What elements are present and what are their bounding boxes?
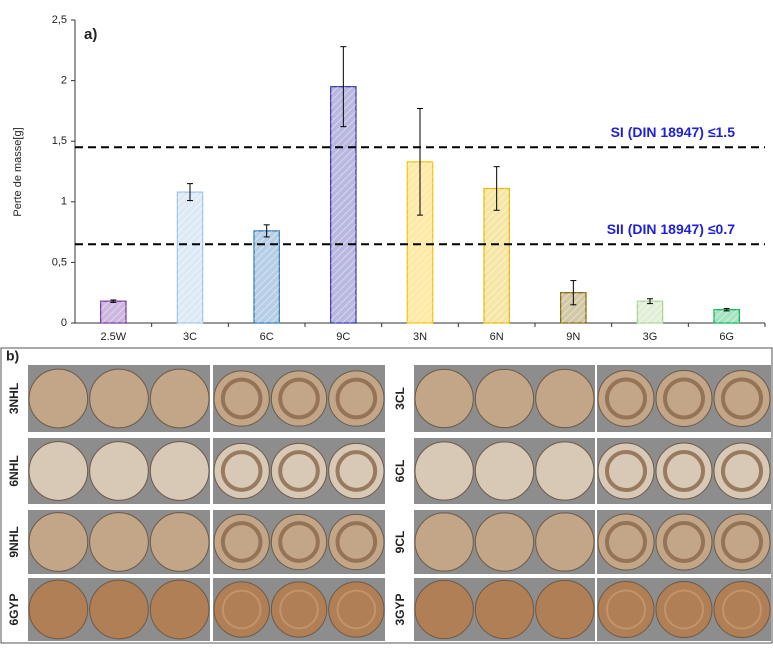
sample-disc [150, 513, 209, 572]
bar-hatch [177, 192, 202, 323]
photo-label: 3NHL [7, 383, 21, 414]
sample-disc [90, 513, 149, 572]
sample-disc [475, 442, 533, 500]
bar-hatch [101, 301, 126, 323]
sample-disc [90, 369, 149, 428]
sample-disc [536, 442, 594, 500]
x-tick-label: 6C [260, 331, 274, 343]
photo-label: 9NHL [7, 526, 21, 557]
x-tick-label: 2.5W [100, 331, 126, 343]
reference-label: SII (DIN 18947) ≤0.7 [607, 221, 736, 237]
sample-disc [29, 580, 88, 639]
y-tick-label: 0 [61, 317, 67, 329]
sample-disc [415, 580, 473, 638]
panel-label: a) [84, 26, 97, 43]
y-tick-label: 0,5 [52, 256, 67, 268]
sample-disc [29, 369, 88, 428]
photo-label: 6GYP [7, 593, 21, 625]
panel-label: b) [6, 348, 19, 364]
y-tick-label: 1 [61, 196, 67, 208]
sample-disc [536, 580, 594, 638]
sample-disc [90, 442, 149, 501]
figure: a) Perte de masse[g] b) 0 0,5 1 1,5 2 2,5 2.5W… [0, 0, 773, 644]
y-tick-label: 2 [61, 75, 67, 87]
y-axis-label: Perte de masse[g] [12, 127, 24, 216]
x-tick-label: 9C [336, 331, 350, 343]
photo-label: 9CL [393, 531, 407, 554]
bar-hatch [637, 301, 662, 323]
sample-disc [29, 442, 88, 501]
sample-disc [475, 369, 533, 427]
x-tick-label: 6N [490, 331, 504, 343]
bar-hatch [714, 310, 739, 323]
x-tick-label: 3N [413, 331, 427, 343]
photo-label: 3CL [393, 387, 407, 410]
photo-label: 6CL [393, 460, 407, 483]
sample-disc [536, 369, 594, 427]
x-tick-label: 3C [183, 331, 197, 343]
x-tick-label: 6G [719, 331, 734, 343]
sample-disc [536, 513, 594, 571]
sample-disc [90, 580, 149, 639]
reference-label: SI (DIN 18947) ≤1.5 [611, 124, 736, 140]
sample-disc [415, 369, 473, 427]
photo-label: 3GYP [393, 593, 407, 625]
sample-disc [415, 513, 473, 571]
x-tick-label: 3G [643, 331, 658, 343]
y-tick-label: 2,5 [52, 14, 67, 26]
x-tick-label: 9N [566, 331, 580, 343]
sample-disc [475, 580, 533, 638]
sample-disc [29, 513, 88, 572]
sample-disc [150, 580, 209, 639]
photo-label: 6NHL [7, 455, 21, 486]
sample-disc [150, 442, 209, 501]
sample-disc [415, 442, 473, 500]
y-tick-label: 1,5 [52, 135, 67, 147]
sample-disc [150, 369, 209, 428]
sample-disc [475, 513, 533, 571]
